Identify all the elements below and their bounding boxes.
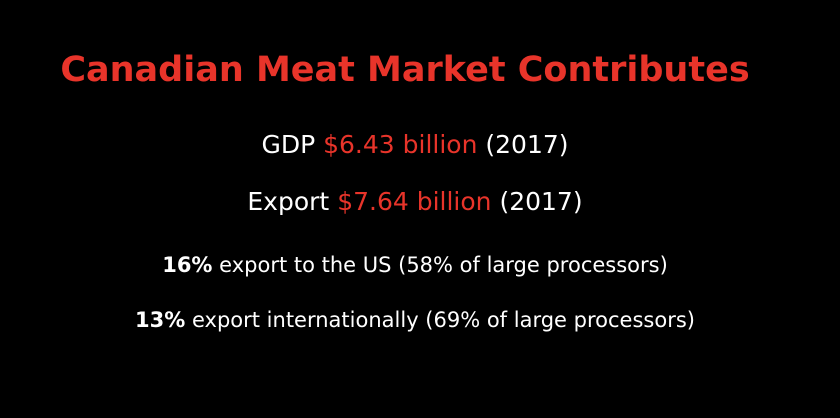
intl-export-text: export internationally (69% of large pro… bbox=[191, 308, 695, 332]
gdp-year: (2017) bbox=[485, 130, 569, 159]
slide-title: Canadian Meat Market Contributes bbox=[60, 50, 750, 90]
us-export-text: export to the US (58% of large processor… bbox=[219, 253, 668, 277]
intl-export-percent: 13% bbox=[135, 308, 186, 332]
export-year: (2017) bbox=[499, 187, 583, 216]
export-value: $7.64 billion bbox=[337, 187, 492, 216]
gdp-line: GDP $6.43 billion (2017) bbox=[0, 130, 830, 159]
export-line: Export $7.64 billion (2017) bbox=[0, 187, 830, 216]
export-label: Export bbox=[247, 187, 330, 216]
us-export-percent: 16% bbox=[162, 253, 213, 277]
us-export-line: 16% export to the US (58% of large proce… bbox=[0, 253, 830, 277]
gdp-value: $6.43 billion bbox=[323, 130, 478, 159]
intl-export-line: 13% export internationally (69% of large… bbox=[0, 308, 830, 332]
gdp-label: GDP bbox=[261, 130, 316, 159]
